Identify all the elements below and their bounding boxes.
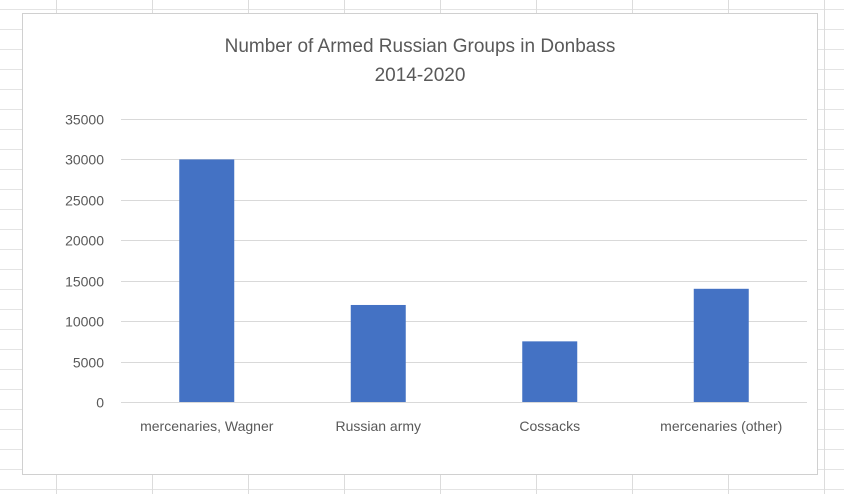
x-tick-label: Cossacks (519, 418, 580, 434)
y-tick-label: 30000 (65, 152, 104, 168)
y-tick-label: 15000 (65, 274, 104, 290)
bar[interactable] (693, 288, 749, 402)
x-tick-label: mercenaries (other) (660, 418, 782, 434)
y-tick-label: 35000 (65, 112, 104, 128)
y-axis-tick-labels: 0 5000 10000 15000 20000 25000 30000 35000 (65, 112, 104, 411)
chart-area[interactable]: Number of Armed Russian Groups in Donbas… (22, 13, 818, 475)
y-tick-label: 5000 (73, 355, 104, 371)
bar[interactable] (350, 304, 406, 402)
x-tick-label: mercenaries, Wagner (140, 418, 274, 434)
chart-title: Number of Armed Russian Groups in Donbas… (224, 36, 616, 57)
y-tick-label: 0 (96, 395, 104, 411)
x-axis-tick-labels: mercenaries, Wagner Russian army Cossacks m… (140, 418, 782, 434)
gridlines (121, 119, 807, 403)
bar[interactable] (522, 341, 578, 402)
y-tick-label: 10000 (65, 314, 104, 330)
bar[interactable] (179, 159, 235, 402)
y-tick-label: 20000 (65, 233, 104, 249)
x-tick-label: Russian army (335, 418, 421, 434)
bars (179, 159, 749, 402)
chart-subtitle: 2014-2020 (374, 65, 466, 86)
y-tick-label: 25000 (65, 193, 104, 209)
